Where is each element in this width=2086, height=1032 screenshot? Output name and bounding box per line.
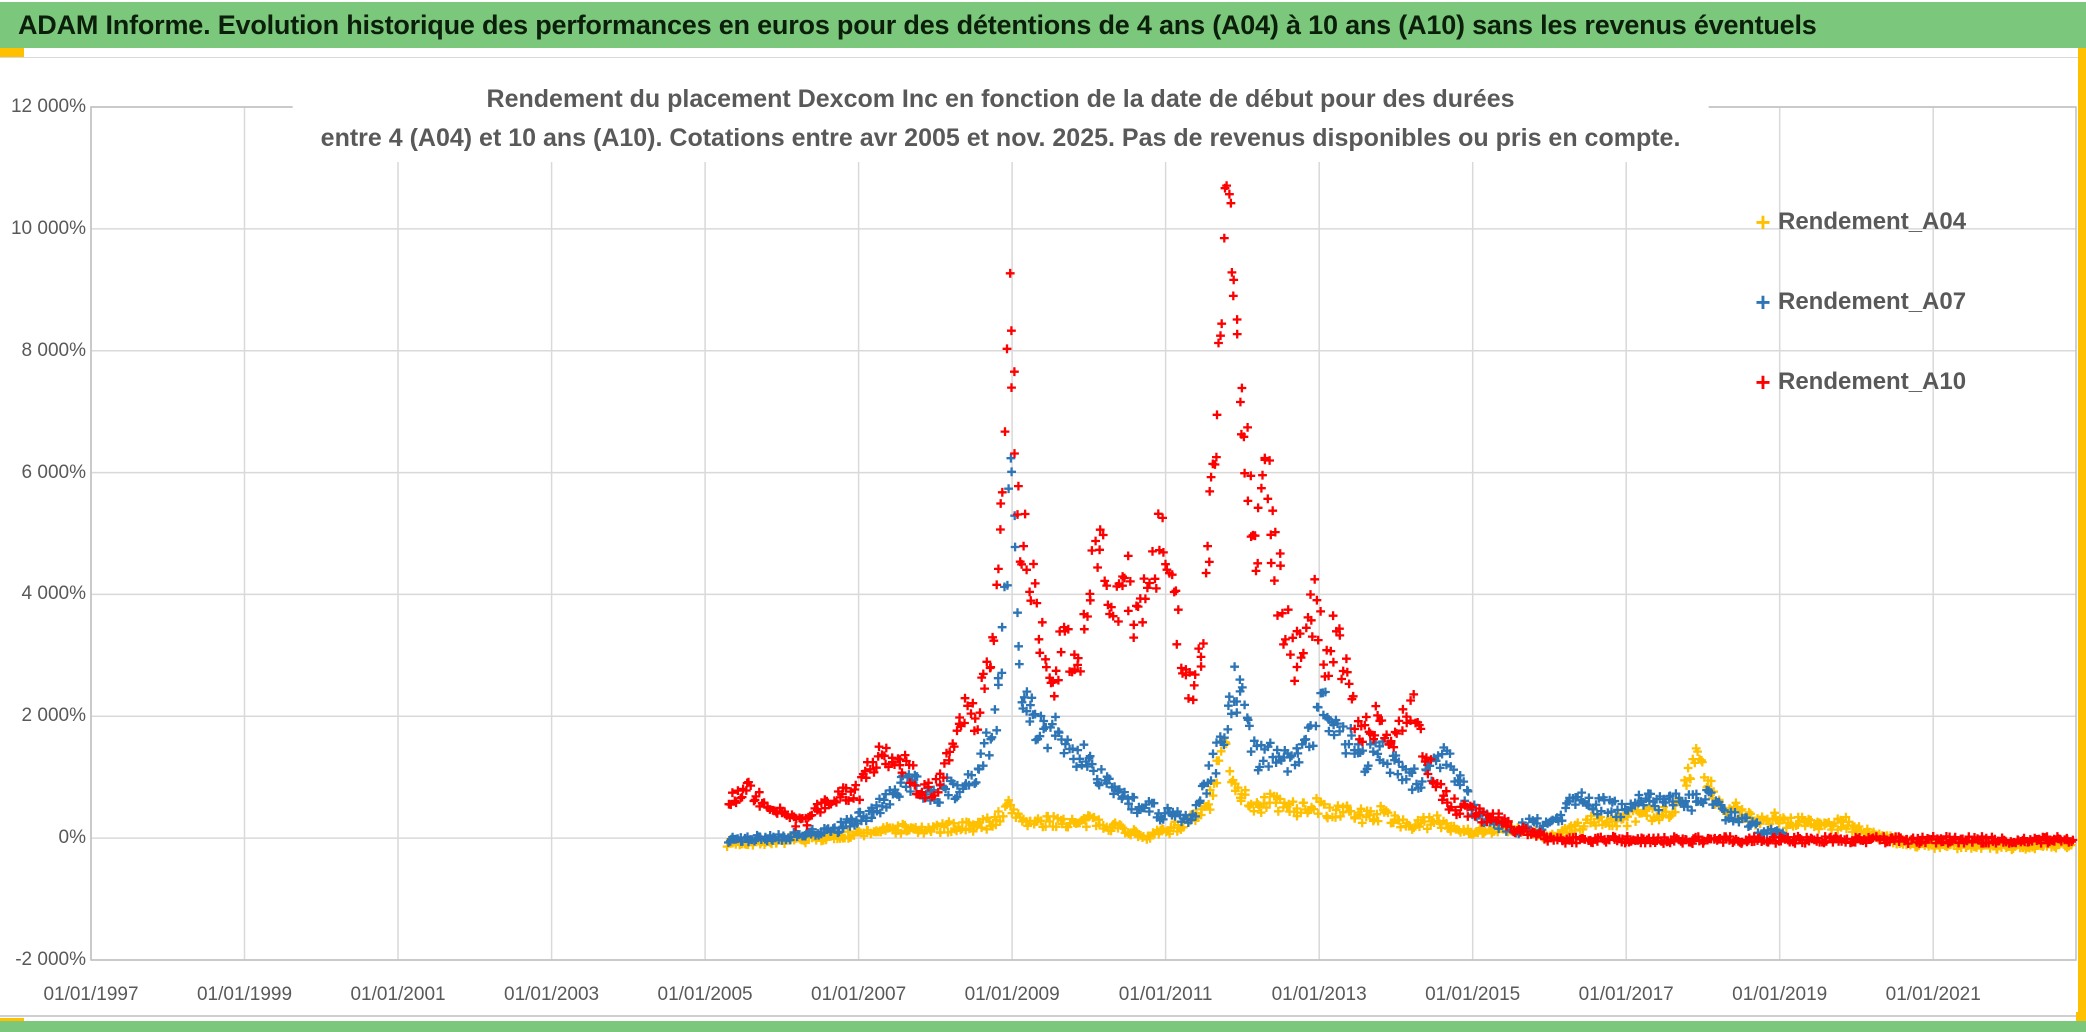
legend-item-rendement-a10[interactable]: + Rendement_A10 — [1748, 358, 1966, 406]
y-axis-tick: 12 000% — [10, 96, 86, 117]
y-axis-tick: 8 000% — [21, 339, 86, 361]
page-title: ADAM Informe. Evolution historique des p… — [18, 9, 1817, 40]
x-axis-tick: 01/01/2001 — [350, 984, 446, 1005]
x-axis-tick: 01/01/2007 — [811, 984, 907, 1005]
y-axis-tick: 6 000% — [21, 461, 86, 483]
x-axis-tick: 01/01/2005 — [657, 984, 753, 1005]
legend-item-rendement-a07[interactable]: + Rendement_A07 — [1748, 278, 1966, 326]
divider — [0, 1015, 2086, 1017]
legend-label: Rendement_A07 — [1778, 288, 1967, 315]
yellow-accent-cell-top-left — [0, 48, 24, 57]
x-axis-tick: 01/01/2017 — [1578, 984, 1674, 1005]
y-axis-tick: 10 000% — [10, 217, 86, 239]
y-axis-tick: 2 000% — [21, 705, 86, 727]
x-axis-tick: 01/01/2003 — [504, 984, 600, 1005]
chart-title-line1: Rendement du placement Dexcom Inc en fon… — [486, 85, 1515, 113]
yellow-accent-column-right — [2078, 48, 2086, 1022]
x-axis-tick: 01/01/2015 — [1425, 984, 1521, 1005]
legend-label: Rendement_A04 — [1778, 208, 1967, 235]
yellow-accent-cell-bottom-right — [2076, 1012, 2086, 1023]
plus-marker-icon-a07: + — [1755, 286, 1771, 317]
chart-title-line2: entre 4 (A04) et 10 ans (A10). Cotations… — [320, 124, 1681, 152]
legend-item-rendement-a04[interactable]: + Rendement_A04 — [1748, 198, 1966, 246]
x-axis-tick: 01/01/1999 — [196, 984, 293, 1005]
x-axis-tick: 01/01/2011 — [1118, 984, 1213, 1005]
legend-label: Rendement_A10 — [1778, 368, 1967, 395]
plus-marker-icon-a04: + — [1755, 206, 1771, 237]
divider — [0, 57, 2086, 58]
x-axis-tick: 01/01/2013 — [1271, 984, 1367, 1005]
chart-legend: + Rendement_A04 + Rendement_A07 + Rendem… — [1748, 198, 1966, 438]
y-axis-tick: 4 000% — [21, 583, 86, 605]
y-axis-tick: -2 000% — [15, 949, 86, 970]
bottom-green-bar — [0, 1021, 2086, 1032]
series-points-rendement_a07 — [724, 453, 1788, 847]
series-points-rendement_a10 — [724, 181, 2078, 848]
y-axis-tick: 0% — [58, 827, 86, 849]
x-axis-tick: 01/01/1997 — [43, 984, 139, 1005]
plus-marker-icon-a10: + — [1755, 366, 1771, 397]
x-axis-tick: 01/01/2019 — [1732, 984, 1828, 1005]
chart-title: Rendement du placement Dexcom Inc en fon… — [292, 76, 1709, 162]
series-points-rendement_a04 — [722, 736, 2076, 855]
title-bar: ADAM Informe. Evolution historique des p… — [0, 2, 2086, 48]
x-axis-tick: 01/01/2021 — [1885, 984, 1981, 1005]
x-axis-tick: 01/01/2009 — [964, 984, 1060, 1005]
